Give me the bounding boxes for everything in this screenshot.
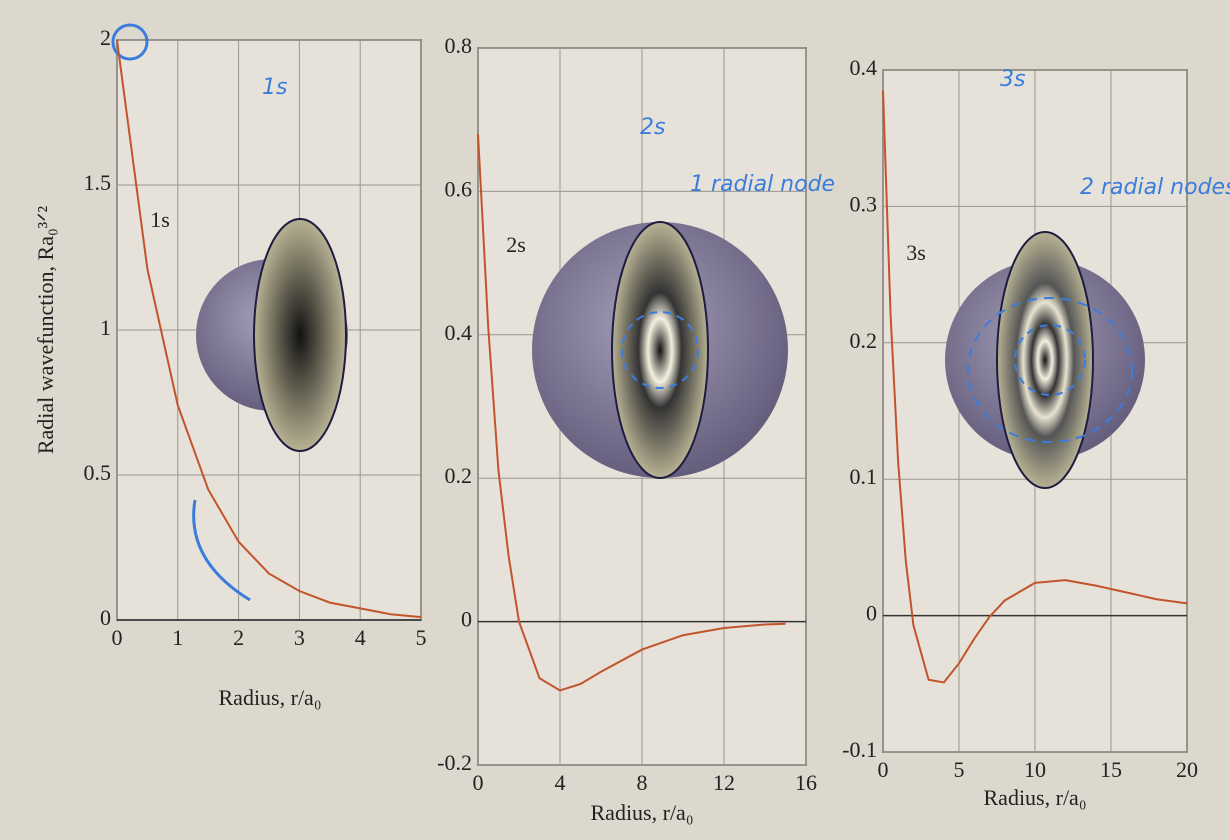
- y-tick-label: 1.5: [84, 170, 112, 195]
- handwritten-note: 2s: [640, 115, 665, 140]
- x-tick-label: 4: [355, 625, 366, 650]
- y-tick-label: -0.1: [842, 737, 877, 762]
- x-axis-label: Radius, r/a₀: [591, 800, 694, 825]
- y-tick-label: 0.4: [445, 320, 473, 345]
- y-tick-label: 0.4: [850, 55, 878, 80]
- y-tick-label: 0.5: [84, 460, 112, 485]
- handwritten-note: 1s: [262, 75, 287, 100]
- handwritten-note: 2 radial nodes: [1080, 175, 1230, 200]
- x-tick-label: 16: [795, 770, 817, 795]
- x-tick-label: 0: [112, 625, 123, 650]
- y-tick-label: 0.3: [850, 191, 878, 216]
- y-axis-label: Radial wavefunction, Ra₀³ᐟ²: [33, 205, 58, 454]
- page: 01234500.511.521s1sRadius, r/a₀Radial wa…: [0, 0, 1230, 840]
- handwritten-note: 1 radial node: [690, 172, 835, 197]
- x-tick-label: 5: [416, 625, 427, 650]
- orbital-section: [254, 219, 346, 451]
- y-tick-label: 0.2: [445, 463, 473, 488]
- handwritten-note: 3s: [1000, 67, 1025, 92]
- y-tick-label: 0.2: [850, 328, 878, 353]
- x-tick-label: 15: [1100, 757, 1122, 782]
- x-tick-label: 3: [294, 625, 305, 650]
- y-tick-label: 0.1: [850, 464, 878, 489]
- y-tick-label: 0.6: [445, 176, 473, 201]
- x-tick-label: 0: [878, 757, 889, 782]
- orbital-section: [612, 222, 708, 478]
- y-tick-label: 0: [866, 601, 877, 626]
- x-axis-label: Radius, r/a₀: [219, 685, 322, 710]
- x-tick-label: 8: [637, 770, 648, 795]
- y-tick-label: 0.8: [445, 33, 473, 58]
- x-tick-label: 5: [954, 757, 965, 782]
- y-tick-label: -0.2: [437, 750, 472, 775]
- x-tick-label: 0: [473, 770, 484, 795]
- orbital-label: 1s: [150, 207, 170, 232]
- x-tick-label: 1: [172, 625, 183, 650]
- x-tick-label: 20: [1176, 757, 1198, 782]
- x-tick-label: 2: [233, 625, 244, 650]
- x-tick-label: 10: [1024, 757, 1046, 782]
- y-tick-label: 0: [461, 607, 472, 632]
- y-tick-label: 1: [100, 315, 111, 340]
- x-axis-label: Radius, r/a₀: [984, 785, 1087, 810]
- orbital-section: [997, 232, 1093, 488]
- y-tick-label: 2: [100, 25, 111, 50]
- orbital-label: 3s: [906, 240, 926, 265]
- x-tick-label: 4: [555, 770, 566, 795]
- x-tick-label: 12: [713, 770, 735, 795]
- orbital-label: 2s: [506, 232, 526, 257]
- y-tick-label: 0: [100, 605, 111, 630]
